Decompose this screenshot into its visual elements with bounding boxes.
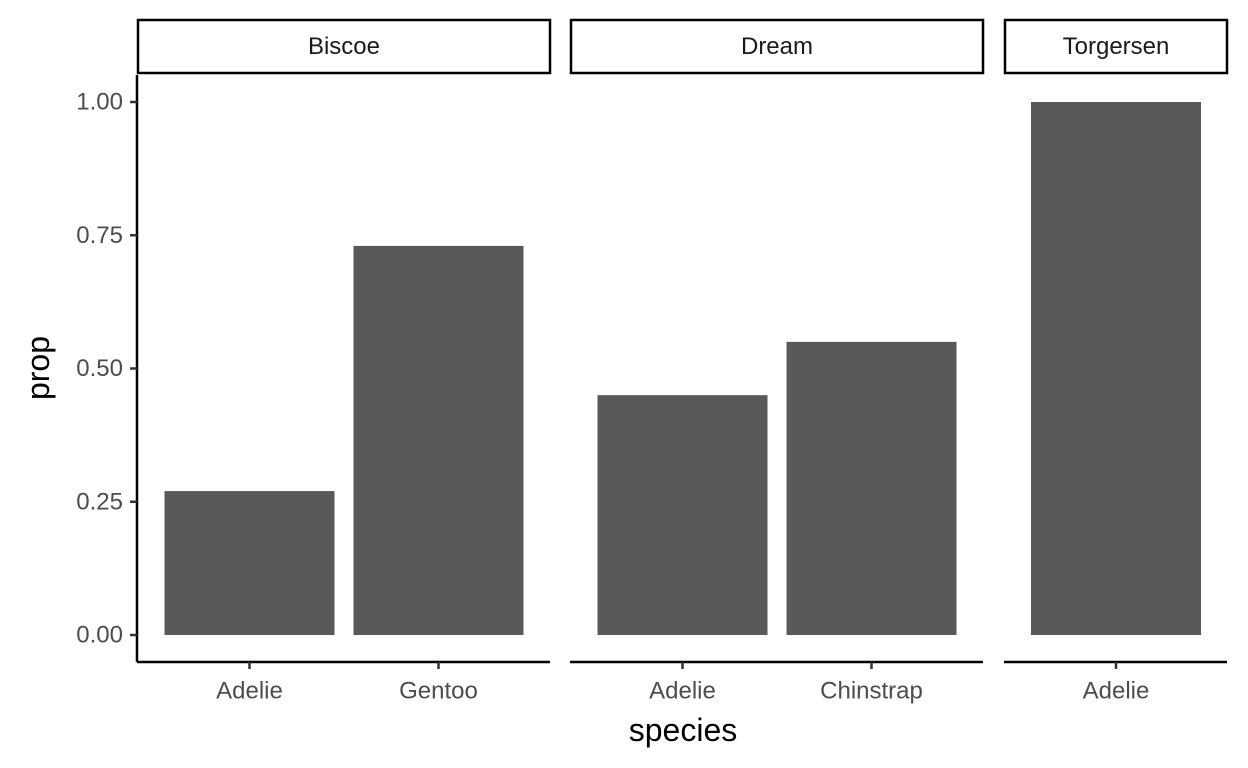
- facet-strip-label: Torgersen: [1063, 33, 1170, 60]
- x-tick-label: Chinstrap: [820, 678, 923, 705]
- facet-strip: [1003, 18, 1229, 75]
- x-tick-label: Adelie: [216, 678, 283, 705]
- y-tick-label: 0.50: [76, 355, 123, 382]
- facet-panels: Biscoe Adelie Gentoo Dream Adelie Chinstrap To…: [136, 18, 1229, 705]
- bar-biscoe-adelie: [164, 491, 335, 635]
- y-tick-label: 0.75: [76, 222, 123, 249]
- y-tick-label: 0.25: [76, 488, 123, 515]
- facet-strip: [136, 18, 552, 75]
- y-tick-label: 1.00: [76, 89, 123, 116]
- bar-dream-adelie: [597, 395, 768, 635]
- facet-strip: [569, 18, 985, 75]
- facet-strip-label: Biscoe: [308, 33, 380, 60]
- facet-panel-biscoe: Biscoe Adelie Gentoo: [136, 18, 552, 705]
- bar-torgersen-adelie: [1031, 102, 1201, 635]
- x-tick-label: Adelie: [1083, 678, 1150, 705]
- y-tick-label: 0.00: [76, 622, 123, 649]
- bar-dream-chinstrap: [786, 341, 957, 635]
- x-tick-label: Gentoo: [399, 678, 478, 705]
- facet-panel-torgersen: Torgersen Adelie: [1003, 18, 1229, 705]
- x-axis-title: species: [629, 712, 738, 748]
- facet-strip-label: Dream: [741, 33, 813, 60]
- y-axis: 0.00 0.25 0.50 0.75 1.00: [76, 75, 139, 662]
- y-axis-title: prop: [20, 336, 56, 400]
- facet-panel-dream: Dream Adelie Chinstrap: [569, 18, 985, 705]
- bar-biscoe-gentoo: [353, 245, 524, 635]
- x-tick-label: Adelie: [649, 678, 716, 705]
